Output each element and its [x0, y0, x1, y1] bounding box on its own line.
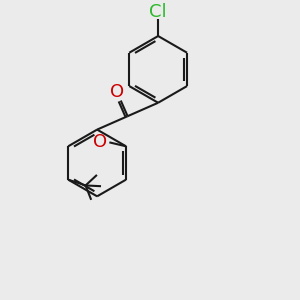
Text: O: O: [110, 83, 124, 101]
Text: O: O: [93, 134, 107, 152]
Text: Cl: Cl: [149, 3, 167, 21]
